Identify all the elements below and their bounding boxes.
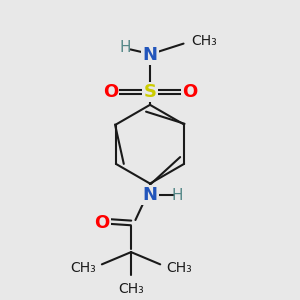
- Text: CH₃: CH₃: [118, 282, 144, 296]
- Text: O: O: [103, 83, 118, 101]
- Text: O: O: [94, 214, 110, 232]
- Text: CH₃: CH₃: [70, 261, 96, 274]
- Text: H: H: [172, 188, 184, 203]
- Text: O: O: [182, 83, 197, 101]
- Text: CH₃: CH₃: [166, 261, 192, 274]
- Text: N: N: [142, 46, 158, 64]
- Text: S: S: [143, 83, 157, 101]
- Text: CH₃: CH₃: [191, 34, 217, 48]
- Text: N: N: [142, 186, 158, 204]
- Text: H: H: [119, 40, 131, 56]
